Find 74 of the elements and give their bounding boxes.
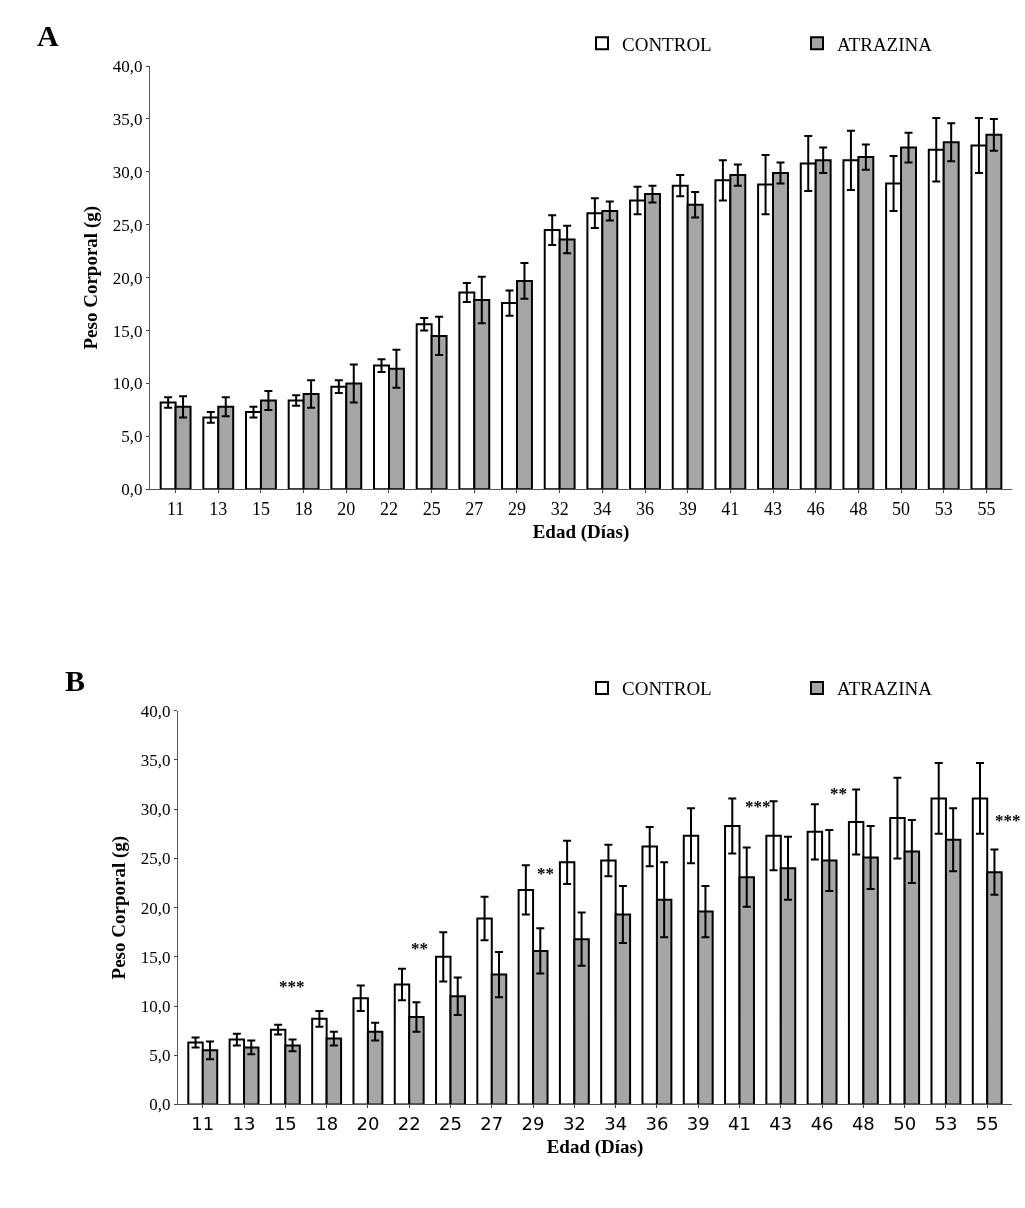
- x-tick-label: 15: [251, 498, 270, 519]
- x-tick-label: 55: [977, 498, 996, 519]
- y-tick-label: 20,0: [112, 268, 143, 288]
- x-tick-label: 50: [892, 498, 911, 519]
- x-tick-label: 29: [507, 498, 526, 519]
- x-tick-label: 13: [209, 498, 228, 519]
- x-tick-label: 53: [934, 498, 953, 519]
- y-tick-label: 10,0: [112, 374, 143, 394]
- x-tick-label: 32: [550, 498, 569, 519]
- x-tick-label: 27: [480, 1113, 504, 1135]
- y-tick-label: 0,0: [121, 480, 143, 500]
- x-tick-label: 18: [294, 498, 313, 519]
- y-tick-label: 15,0: [140, 947, 171, 967]
- legend-label: ATRAZINA: [837, 678, 933, 700]
- y-tick-label: 40,0: [140, 701, 171, 721]
- x-axis-title: Edad (Días): [532, 520, 630, 543]
- x-tick-label: 48: [851, 1113, 875, 1135]
- x-tick-label: 22: [397, 1113, 421, 1135]
- x-tick-label: 15: [273, 1113, 297, 1135]
- x-tick-label: 25: [422, 498, 441, 519]
- annotation: **: [830, 784, 847, 803]
- y-tick-label: 15,0: [112, 321, 143, 341]
- annotation: **: [537, 864, 554, 883]
- x-tick-label: 22: [379, 498, 398, 519]
- x-tick-label: 11: [166, 498, 185, 519]
- x-tick-label: 55: [975, 1113, 999, 1135]
- y-tick-label: 40,0: [112, 57, 143, 77]
- x-tick-label: 36: [645, 1113, 669, 1135]
- y-tick-label: 30,0: [112, 162, 143, 182]
- x-tick-label: 20: [356, 1113, 380, 1135]
- x-tick-label: 11: [191, 1113, 215, 1135]
- x-tick-label: 20: [337, 498, 356, 519]
- x-tick-label: 50: [893, 1113, 917, 1135]
- x-tick-label: 32: [562, 1113, 586, 1135]
- y-axis-title: Peso Corporal (g): [79, 205, 102, 350]
- annotation: ***: [279, 977, 305, 996]
- x-tick-label: 46: [810, 1113, 834, 1135]
- y-tick-label: 25,0: [140, 849, 171, 869]
- chart-title: A: [37, 19, 59, 52]
- y-tick-label: 10,0: [140, 997, 171, 1017]
- x-tick-label: 18: [315, 1113, 339, 1135]
- y-tick-label: 35,0: [140, 750, 171, 770]
- x-tick-label: 53: [934, 1113, 958, 1135]
- x-tick-label: 34: [593, 498, 612, 519]
- x-tick-label: 39: [678, 498, 697, 519]
- x-tick-label: 43: [764, 498, 783, 519]
- x-tick-label: 27: [465, 498, 484, 519]
- x-tick-label: 25: [439, 1113, 462, 1135]
- annotation: ***: [995, 811, 1021, 830]
- y-tick-label: 35,0: [112, 109, 143, 129]
- chart-title: B: [65, 664, 86, 697]
- x-tick-label: 43: [769, 1113, 793, 1135]
- legend-label: CONTROL: [622, 33, 712, 55]
- x-tick-label: 41: [728, 1113, 751, 1135]
- x-tick-label: 46: [806, 498, 825, 519]
- x-tick-label: 39: [686, 1113, 710, 1135]
- y-tick-label: 5,0: [121, 427, 143, 447]
- annotation: **: [411, 939, 428, 958]
- legend-label: ATRAZINA: [837, 33, 933, 55]
- y-tick-label: 25,0: [112, 215, 143, 235]
- x-axis-title: Edad (Días): [546, 1135, 644, 1158]
- y-tick-label: 30,0: [140, 800, 171, 820]
- y-tick-label: 0,0: [149, 1095, 171, 1115]
- x-tick-label: 36: [636, 498, 655, 519]
- annotation: ***: [745, 797, 771, 816]
- x-tick-label: 29: [521, 1113, 545, 1135]
- x-tick-label: 48: [849, 498, 868, 519]
- x-tick-label: 34: [604, 1113, 628, 1135]
- legend-label: CONTROL: [622, 678, 712, 700]
- x-tick-label: 41: [721, 498, 740, 519]
- y-axis-title: Peso Corporal (g): [107, 835, 130, 980]
- y-tick-label: 20,0: [140, 898, 171, 918]
- x-tick-label: 13: [232, 1113, 256, 1135]
- y-tick-label: 5,0: [149, 1046, 171, 1066]
